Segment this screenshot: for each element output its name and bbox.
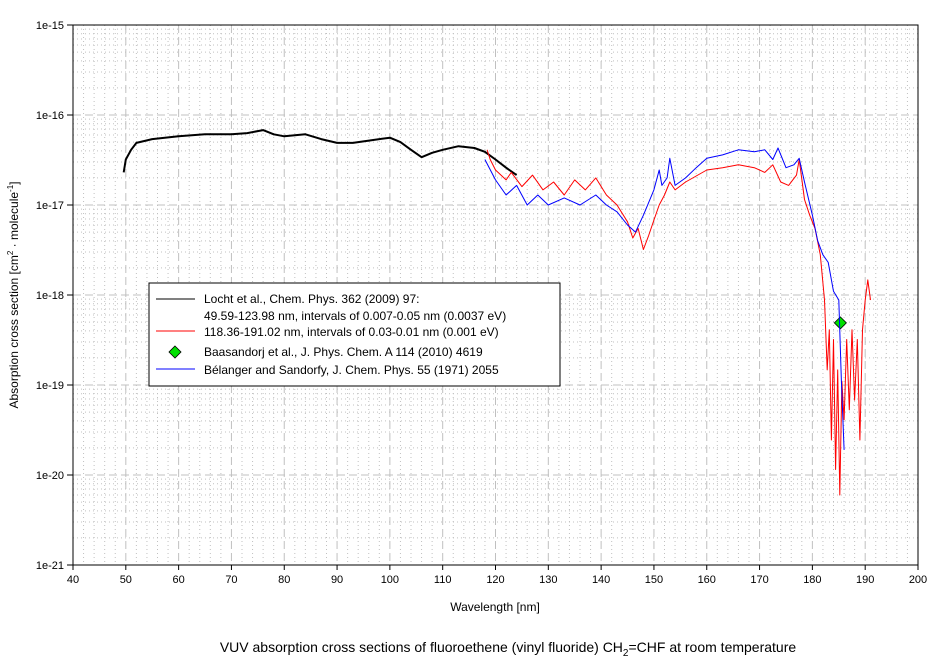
y-label-part: ] <box>7 181 21 184</box>
y-label-part: · molecule <box>7 192 21 251</box>
x-axis-label: Wavelength [nm] <box>450 600 540 614</box>
y-tick-label: 1e-21 <box>36 560 64 572</box>
x-tick-label: 180 <box>803 574 821 586</box>
x-tick-label: 100 <box>381 574 399 586</box>
x-tick-label: 110 <box>434 574 452 586</box>
y-tick-label: 1e-20 <box>36 470 64 482</box>
x-tick-label: 120 <box>486 574 504 586</box>
y-label-sup: -1 <box>6 184 15 192</box>
series-line-1 <box>486 149 871 496</box>
legend-label-locht-line2: 49.59-123.98 nm, intervals of 0.007-0.05… <box>204 309 506 323</box>
x-tick-label: 90 <box>331 574 343 586</box>
legend-label-red: 118.36-191.02 nm, intervals of 0.03-0.01… <box>204 325 499 339</box>
y-tick-label: 1e-17 <box>36 200 64 212</box>
chart-title: VUV absorption cross sections of fluoroe… <box>220 639 797 659</box>
x-tick-label: 60 <box>173 574 185 586</box>
legend: Locht et al., Chem. Phys. 362 (2009) 97:… <box>148 282 561 387</box>
x-tick-label: 160 <box>698 574 716 586</box>
series-line-0 <box>122 129 518 176</box>
data-point-diamond <box>833 316 847 330</box>
grid <box>72 25 919 566</box>
legend-box <box>148 282 561 387</box>
title-part: =CHF at room temperature <box>628 639 796 655</box>
x-tick-label: 40 <box>67 574 79 586</box>
y-tick-label: 1e-19 <box>36 380 64 392</box>
title-part: VUV absorption cross sections of fluoroe… <box>220 639 623 655</box>
legend-swatch-diamond <box>168 345 182 359</box>
x-tick-label: 130 <box>539 574 557 586</box>
legend-label-belanger: Bélanger and Sandorfy, J. Chem. Phys. 55… <box>204 363 499 377</box>
legend-label-baasandorj: Baasandorj et al., J. Phys. Chem. A 114 … <box>204 345 483 359</box>
y-axis-label: Absorption cross section [cm2 · molecule… <box>6 181 21 408</box>
y-tick-label: 1e-15 <box>36 20 64 32</box>
y-tick-label: 1e-18 <box>36 290 64 302</box>
x-tick-label: 50 <box>120 574 132 586</box>
y-label-sup: 2 <box>6 250 15 255</box>
series-line-3 <box>484 147 845 450</box>
axis-ticks: 40 50 60 70 80 90 100 110 120 130 140 150 160 170 180 1… <box>36 20 927 586</box>
x-tick-label: 140 <box>592 574 610 586</box>
x-tick-label: 170 <box>750 574 768 586</box>
title-sub: 2 <box>623 648 629 659</box>
x-tick-label: 200 <box>909 574 927 586</box>
y-label-part: Absorption cross section [cm <box>7 255 21 408</box>
x-tick-label: 150 <box>645 574 663 586</box>
legend-label-locht: Locht et al., Chem. Phys. 362 (2009) 97: <box>204 292 419 306</box>
x-tick-label: 80 <box>278 574 290 586</box>
series-layer <box>122 129 871 496</box>
y-tick-label: 1e-16 <box>36 110 64 122</box>
x-tick-label: 190 <box>856 574 874 586</box>
x-tick-label: 70 <box>225 574 237 586</box>
